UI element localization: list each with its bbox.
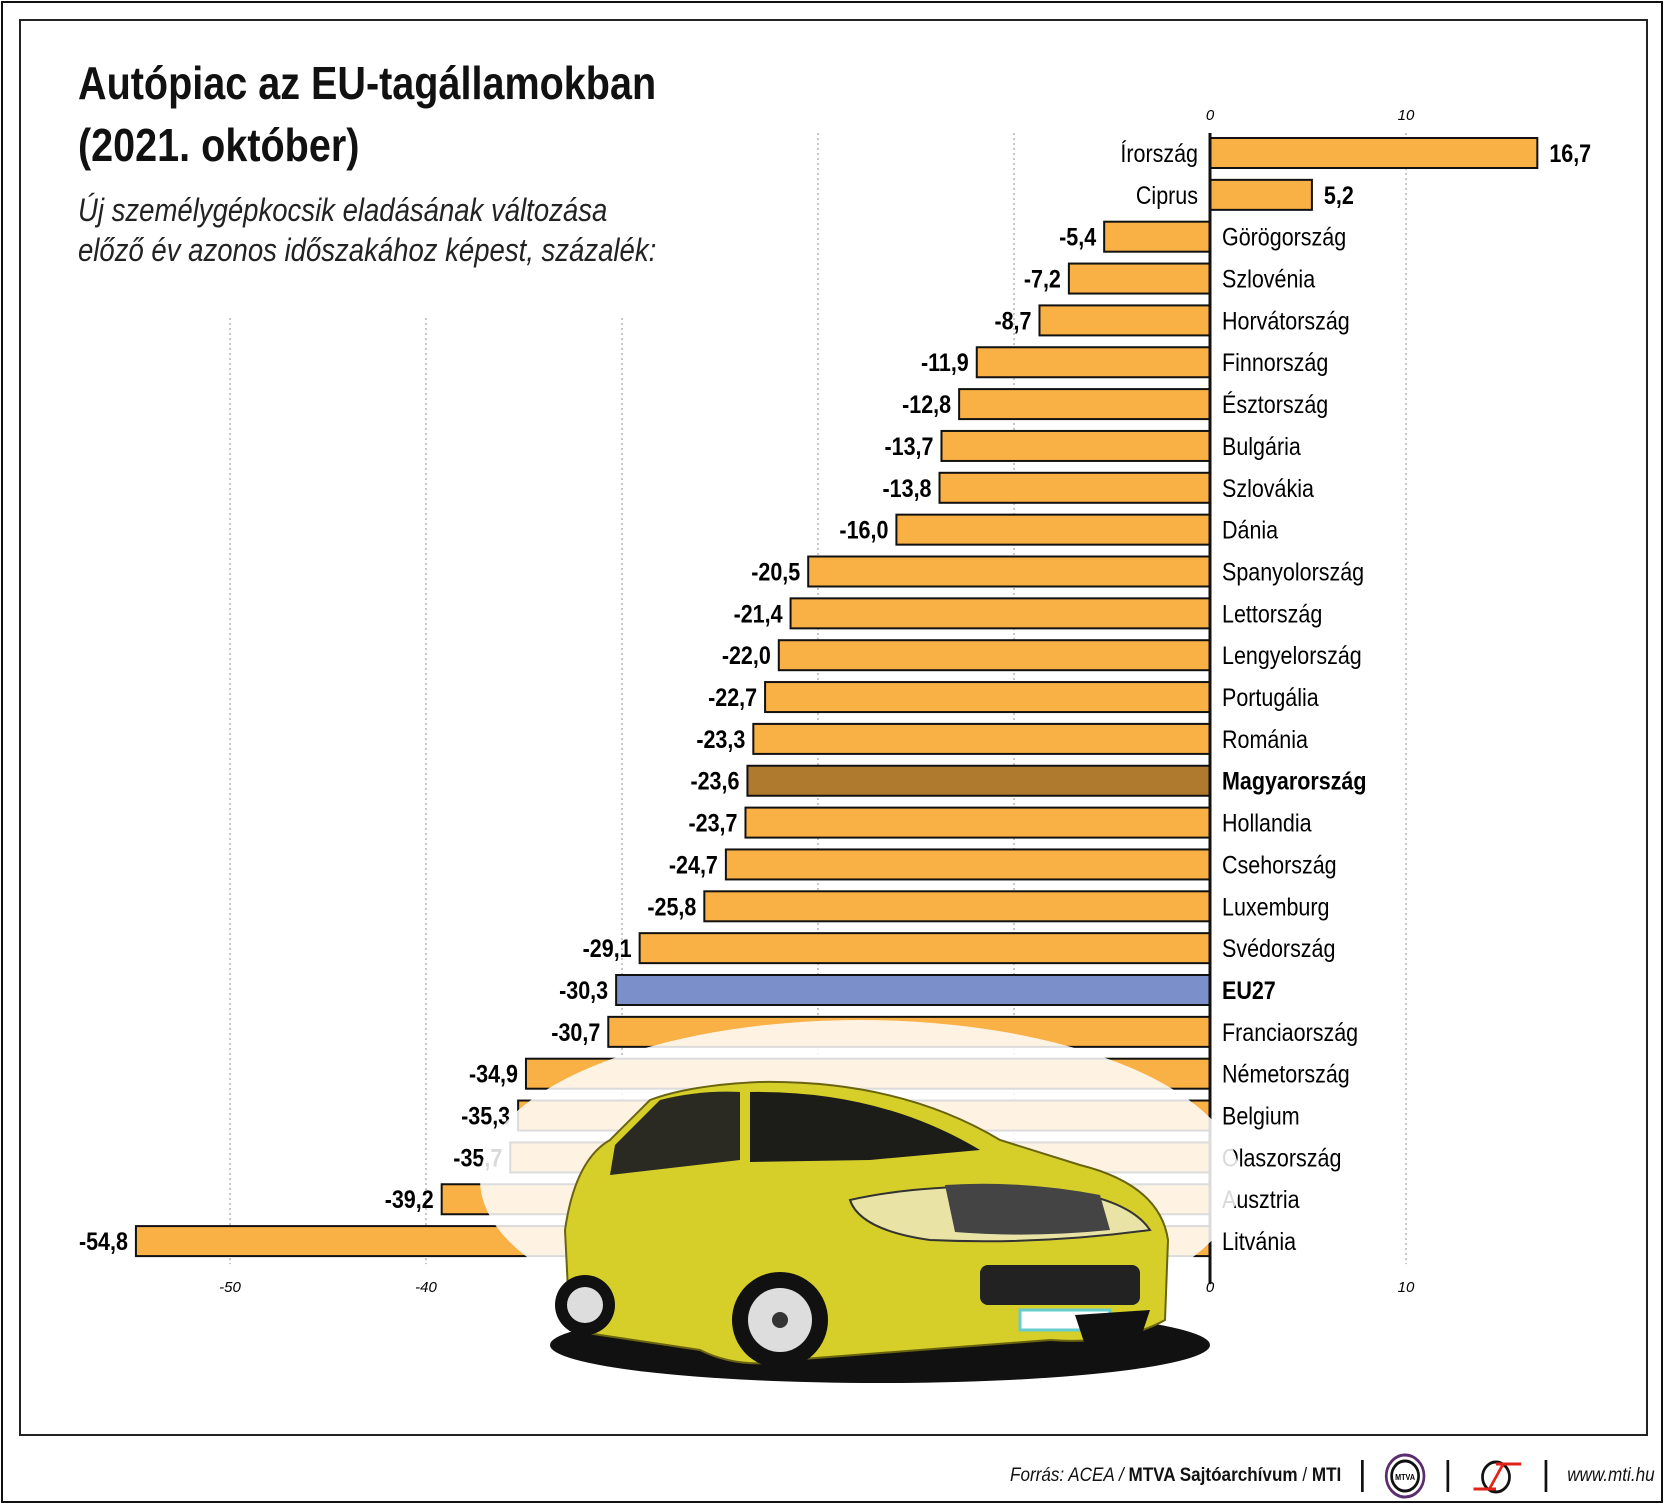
bar [638,932,1211,965]
value-label: -30,3 [559,976,608,1004]
country-label: Portugália [1222,684,1319,712]
source-prefix: Forrás: ACEA / [1010,1465,1124,1486]
bar [1103,220,1212,253]
title-line-1: Autópiac az EU-tagállamokban [78,57,657,109]
value-label: -23,6 [690,767,739,795]
country-label: Görögország [1222,223,1346,251]
bar [789,597,1211,630]
country-label: EU27 [1222,976,1276,1004]
value-label: -7,2 [1024,265,1061,293]
bottom-tick-label: -40 [415,1279,437,1296]
car-illustration [480,1020,1240,1383]
value-label: -13,8 [883,474,932,502]
bar [1209,178,1313,211]
bar [1209,137,1539,169]
bar [975,346,1212,379]
bar [724,848,1211,881]
value-label: 16,7 [1549,139,1591,167]
value-label: -20,5 [751,558,800,586]
country-label: Finnország [1222,349,1328,377]
mtva-logo: MTVA [1384,1453,1426,1499]
value-label: -35,3 [461,1102,510,1130]
country-label: Románia [1222,725,1308,753]
top-tick-label: 0 [1206,107,1215,124]
bottom-tick-label: 0 [1206,1279,1215,1296]
chart-subtitle: Új személygépkocsik eladásának változása… [78,192,657,268]
website-link[interactable]: www.mti.hu [1567,1465,1655,1486]
country-label: Lengyelország [1222,642,1362,670]
divider [1544,1460,1548,1492]
value-label: 5,2 [1324,181,1354,209]
value-label: -24,7 [669,851,718,879]
country-label: Horvátország [1222,307,1350,335]
value-label: -23,7 [689,809,738,837]
country-label: Szlovénia [1222,265,1315,293]
value-label: -54,8 [79,1228,128,1256]
value-label: -22,7 [708,684,757,712]
value-label: -22,0 [722,642,771,670]
country-label: Hollandia [1222,809,1312,837]
bottom-tick-label: 10 [1398,1279,1415,1296]
bar [958,388,1211,421]
country-label: Csehország [1222,851,1337,879]
bar [744,806,1211,839]
country-label: Magyarország [1222,767,1366,795]
mtva-logo-text: MTVA [1395,1473,1415,1482]
value-label: -13,7 [885,432,934,460]
bar [764,681,1212,714]
source-separator: / [1302,1465,1308,1486]
mti-logo [1473,1460,1522,1494]
chart-title: Autópiac az EU-tagállamokban (2021. októ… [78,52,656,176]
bar [1038,304,1211,337]
value-label: -25,8 [647,893,696,921]
bar [807,555,1211,588]
bar [895,513,1212,546]
divider [1446,1460,1450,1492]
country-label: Olaszország [1222,1144,1341,1172]
bar [938,471,1212,504]
bar [703,890,1211,923]
country-label: Spanyolország [1222,558,1364,586]
country-label: Szlovákia [1222,474,1314,502]
bar [777,639,1211,672]
value-label: -21,4 [734,600,783,628]
bar [615,974,1211,1006]
country-label: Litvánia [1222,1228,1296,1256]
country-label: Németország [1222,1060,1350,1088]
country-label: Franciaország [1222,1018,1358,1046]
value-label: -16,0 [839,516,888,544]
bar [1067,262,1211,295]
value-label: -23,3 [696,725,745,753]
bottom-tick-label: -50 [219,1279,241,1296]
inner-frame [19,19,1648,1436]
source-archive: MTVA Sajtóarchívum [1128,1465,1298,1486]
country-label: Luxemburg [1222,893,1329,921]
value-label: -29,1 [583,935,632,963]
value-label: -8,7 [994,307,1031,335]
value-label: -34,9 [469,1060,518,1088]
country-label: Dánia [1222,516,1278,544]
country-label: Ciprus [1136,181,1198,209]
source-mti: MTI [1311,1465,1342,1486]
top-tick-label: 10 [1398,107,1415,124]
country-label: Írország [1120,139,1198,167]
divider [1361,1460,1364,1492]
title-line-2: (2021. október) [78,119,360,171]
bar [752,722,1211,755]
bar [746,764,1211,797]
country-label: Belgium [1222,1102,1300,1130]
bar [940,429,1211,462]
country-label: Lettország [1222,600,1322,628]
value-label: -5,4 [1059,223,1096,251]
value-label: -12,8 [902,391,951,419]
footer: Forrás: ACEA / MTVA Sajtóarchívum / MTI … [1010,1452,1655,1500]
country-label: Észtország [1222,391,1328,419]
value-label: -39,2 [385,1186,434,1214]
country-label: Svédország [1222,935,1335,963]
value-label: -11,9 [921,349,969,377]
country-label: Bulgária [1222,432,1301,460]
value-label: -30,7 [551,1018,600,1046]
